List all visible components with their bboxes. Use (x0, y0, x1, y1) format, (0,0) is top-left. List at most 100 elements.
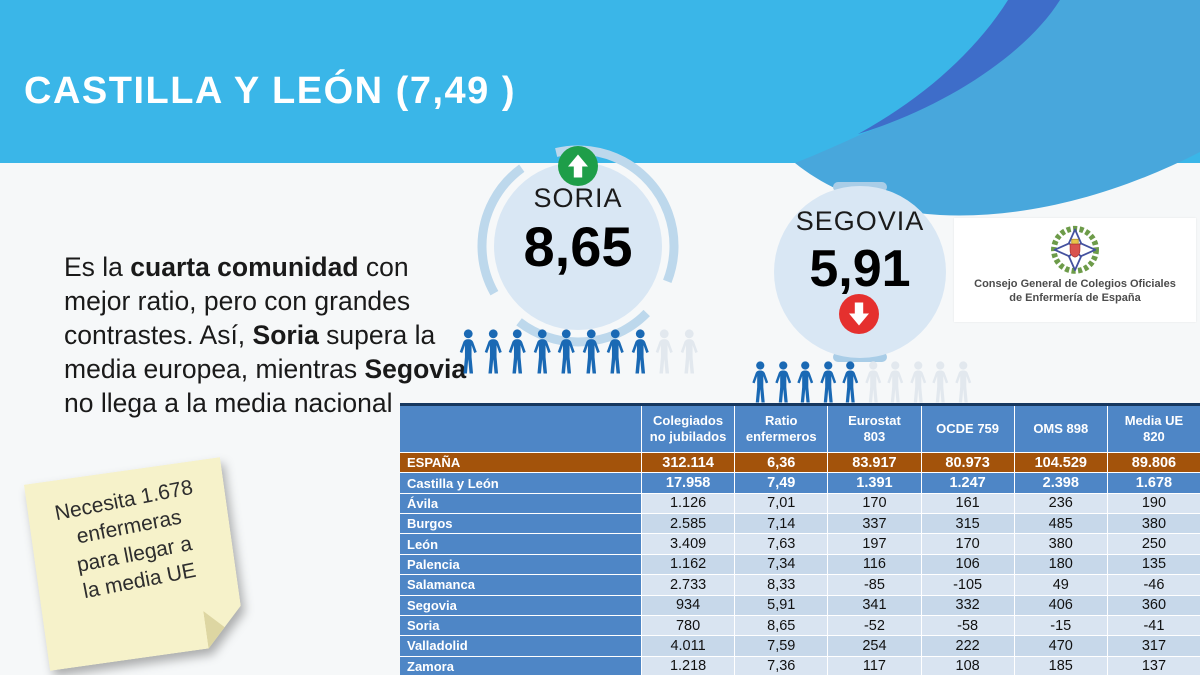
row-value-cell: 254 (827, 636, 921, 656)
row-value-cell: 161 (920, 493, 1014, 514)
table-row: Salamanca 2.733 8,33 -85 -105 49 -46 (400, 574, 1200, 595)
row-value-cell: 170 (920, 534, 1014, 554)
table-row: Castilla y León 17.958 7,49 1.391 1.247 2.398… (400, 472, 1200, 493)
table-header-cell: Eurostat 803 (827, 406, 920, 452)
sticky-note-fold (203, 606, 246, 649)
row-value-cell: 104.529 (1013, 453, 1107, 473)
row-value-cell: 7,49 (734, 473, 828, 493)
table-header-cell: Media UE 820 (1106, 406, 1200, 452)
table-row: Palencia 1.162 7,34 116 106 180 135 (400, 553, 1200, 575)
table-header-cell: Colegiados no jubilados (641, 406, 734, 452)
person-icon-filled (579, 329, 604, 374)
soria-label: SORIA (533, 183, 623, 213)
person-icon-filled (772, 361, 795, 403)
row-label-cell: Zamora (400, 656, 641, 675)
soria-ring (477, 145, 679, 347)
person-icon-filled (749, 361, 772, 403)
row-value-cell: -41 (1106, 615, 1200, 636)
person-icon-empty (907, 361, 930, 403)
row-value-cell: 332 (920, 595, 1014, 615)
table-header-cell (400, 406, 641, 452)
row-value-cell: -46 (1106, 575, 1200, 595)
row-value-cell: 341 (827, 595, 921, 615)
soria-value: 8,65 (523, 215, 633, 278)
row-value-cell: -58 (920, 615, 1014, 636)
row-value-cell: 197 (827, 534, 921, 554)
logo-line-1: Consejo General de Colegios Oficiales (974, 278, 1176, 290)
intro-paragraph: Es la cuarta comunidad con mejor ratio, p… (64, 250, 494, 420)
table-row: Ávila 1.126 7,01 170 161 236 190 (400, 492, 1200, 514)
intro-text-bold: cuarta comunidad (130, 252, 359, 282)
table-header-cell: OMS 898 (1013, 406, 1107, 452)
row-value-cell: 2.733 (641, 575, 735, 595)
row-label-cell: Burgos (400, 514, 641, 534)
row-value-cell: 2.585 (641, 514, 735, 534)
row-value-cell: 250 (1106, 534, 1200, 554)
row-value-cell: 7,59 (734, 636, 828, 656)
up-arrow-icon (558, 146, 598, 186)
row-value-cell: 8,33 (734, 575, 828, 595)
table-header-cell: OCDE 759 (920, 406, 1014, 452)
row-value-cell: 117 (827, 656, 921, 675)
intro-text: no llega a la media nacional (64, 388, 393, 418)
row-value-cell: 170 (827, 493, 921, 514)
table-header-cell: Ratio enfermeros (734, 406, 827, 452)
row-value-cell: 80.973 (920, 453, 1014, 473)
row-value-cell: 780 (641, 615, 735, 636)
row-value-cell: 8,65 (734, 615, 828, 636)
intro-text-bold: Soria (252, 320, 319, 350)
row-label-cell: Castilla y León (400, 473, 641, 493)
row-value-cell: -85 (827, 575, 921, 595)
sticky-note: Necesita 1.678 enfermeras para llegar a … (28, 462, 258, 675)
table-row: Segovia 934 5,91 341 332 406 360 (400, 594, 1200, 615)
intro-line: no llega a la media nacional (64, 386, 494, 420)
table-header-row: Colegiados no jubilados Ratio enfermeros E… (400, 406, 1200, 452)
row-value-cell: 360 (1106, 595, 1200, 615)
row-value-cell: 337 (827, 514, 921, 534)
row-value-cell: 6,36 (734, 453, 828, 473)
person-icon-filled (554, 329, 579, 374)
row-value-cell: 3.409 (641, 534, 735, 554)
table-row: Soria 780 8,65 -52 -58 -15 -41 (400, 614, 1200, 636)
segovia-label: SEGOVIA (795, 206, 925, 236)
row-value-cell: -15 (1013, 615, 1107, 636)
pictogram-row-soria (456, 329, 701, 374)
row-value-cell: 317 (1106, 636, 1200, 656)
banner-swoosh (0, 0, 1200, 216)
sticky-note-text: Necesita 1.678 enfermeras para llegar a … (52, 475, 198, 604)
intro-text: supera la (318, 320, 436, 350)
row-value-cell: 485 (1013, 514, 1107, 534)
person-icon-filled (456, 329, 481, 374)
row-value-cell: 7,01 (734, 493, 828, 514)
logo-line-2: de Enfermería de España (1009, 292, 1141, 305)
row-label-cell: Soria (400, 615, 641, 636)
row-value-cell: 380 (1106, 514, 1200, 534)
row-value-cell: 116 (827, 554, 921, 575)
sticky-note-paper: Necesita 1.678 enfermeras para llegar a … (24, 457, 246, 671)
row-value-cell: 380 (1013, 534, 1107, 554)
row-label-cell: Segovia (400, 595, 641, 615)
person-icon-filled (817, 361, 840, 403)
intro-text: media europea, mientras (64, 354, 365, 384)
row-value-cell: 108 (920, 656, 1014, 675)
person-icon-filled (603, 329, 628, 374)
row-value-cell: 1.391 (827, 473, 921, 493)
intro-text-bold: Segovia (364, 354, 467, 384)
person-icon-empty (884, 361, 907, 403)
row-value-cell: 185 (1013, 656, 1107, 675)
page-title: CASTILLA Y LEÓN (7,49 ) (24, 70, 516, 112)
row-value-cell: 934 (641, 595, 735, 615)
person-icon-filled (839, 361, 862, 403)
row-value-cell: 1.126 (641, 493, 735, 514)
table-row: Burgos 2.585 7,14 337 315 485 380 (400, 513, 1200, 534)
person-icon-empty (929, 361, 952, 403)
intro-line: contrastes. Así, Soria supera la (64, 318, 494, 352)
row-value-cell: 17.958 (641, 473, 735, 493)
row-label-cell: Ávila (400, 493, 641, 514)
nursing-emblem-icon (1051, 225, 1099, 274)
row-value-cell: 1.247 (920, 473, 1014, 493)
row-value-cell: 5,91 (734, 595, 828, 615)
intro-line: mejor ratio, pero con grandes (64, 284, 494, 318)
row-value-cell: 137 (1106, 656, 1200, 675)
